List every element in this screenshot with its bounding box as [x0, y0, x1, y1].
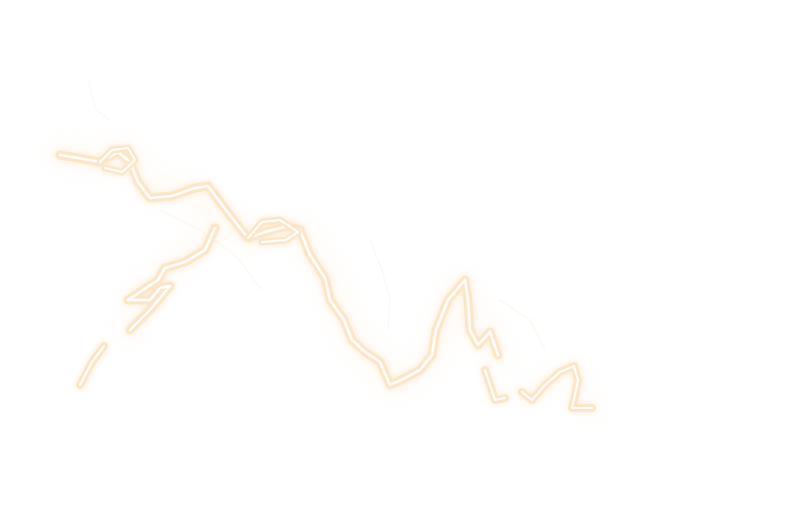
main-bolt: [55, 144, 503, 390]
faint-filaments: [87, 79, 546, 351]
right-branch: [481, 362, 596, 412]
left-branch: [76, 223, 220, 389]
